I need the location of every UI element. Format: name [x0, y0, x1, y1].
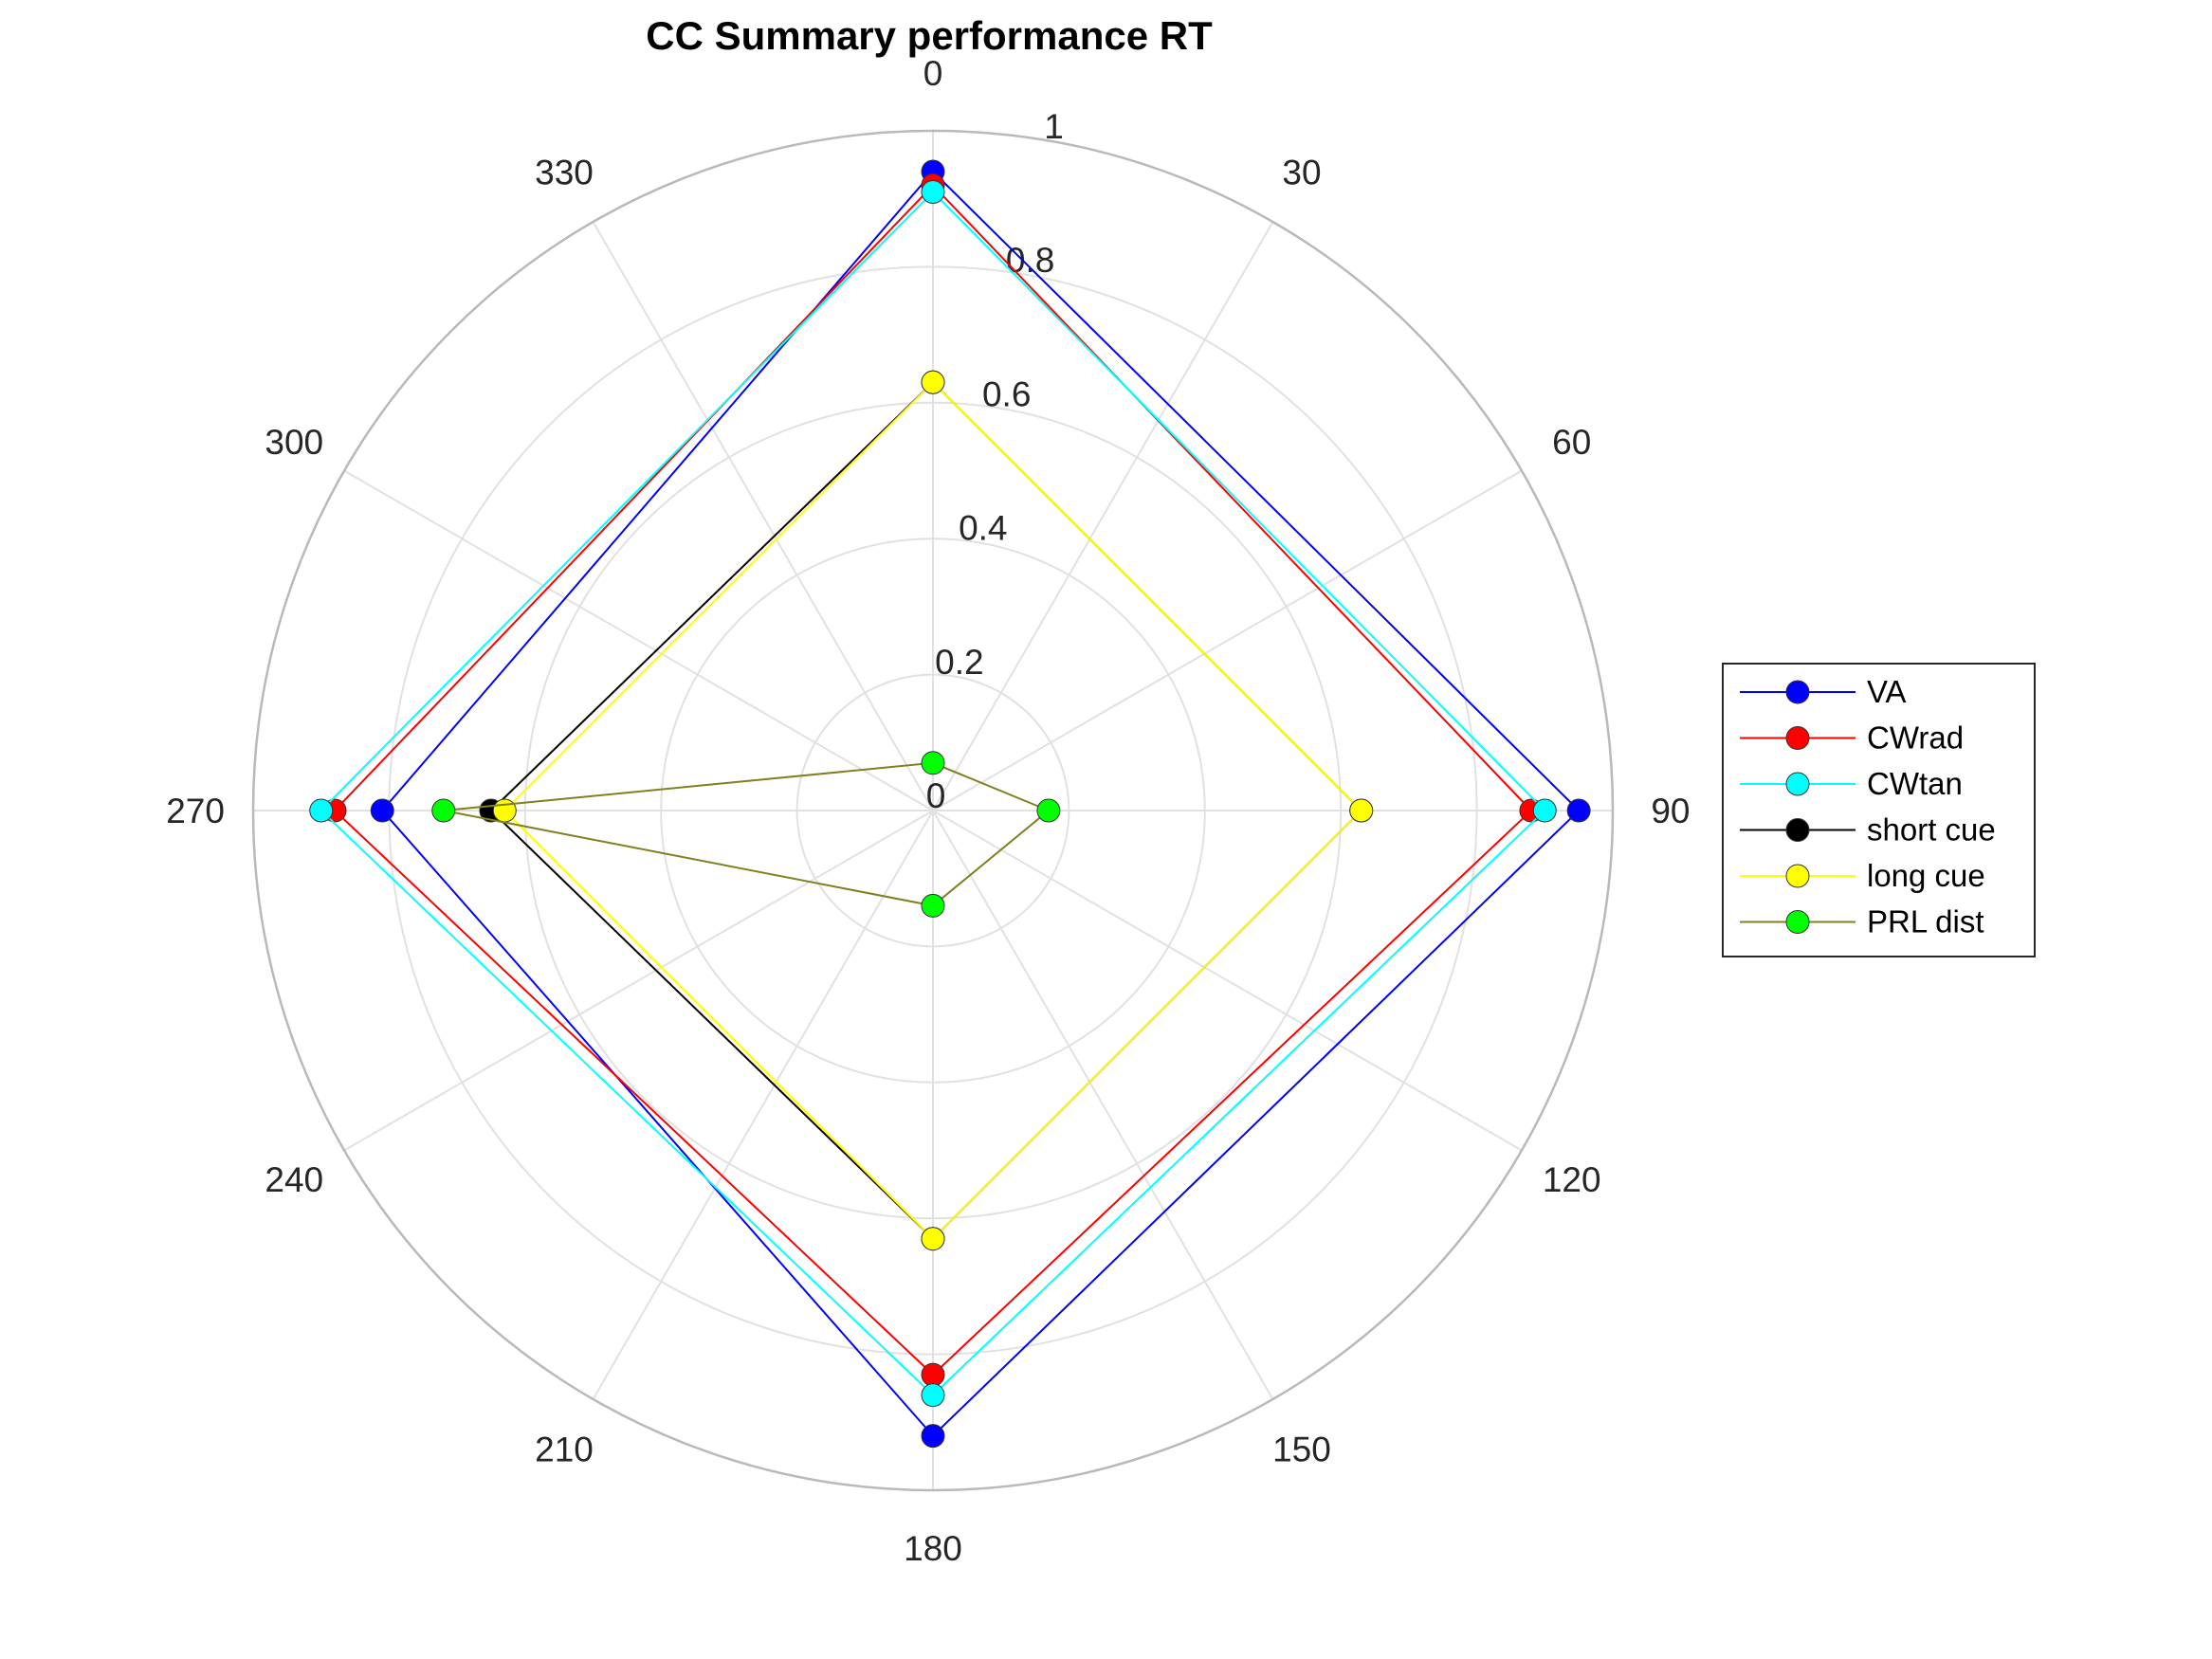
- outer-ring: [251, 129, 1615, 1492]
- data-point: [921, 1383, 945, 1408]
- data-point: [921, 751, 945, 775]
- legend-label: short cue: [1867, 812, 1996, 848]
- legend-marker: [1785, 910, 1810, 934]
- theta-tick-label: 180: [904, 1529, 962, 1568]
- data-point: [921, 893, 945, 918]
- data-point: [1532, 798, 1557, 823]
- theta-tick-label: 120: [1543, 1160, 1601, 1199]
- polar-grid: [251, 129, 1615, 1492]
- grid-ring: [795, 673, 1070, 948]
- legend-label: CWtan: [1867, 766, 1963, 801]
- radial-tick-labels: 00.20.40.60.81: [926, 107, 1064, 815]
- data-point: [1036, 798, 1061, 823]
- r-tick-label: 0.4: [959, 509, 1007, 548]
- data-point: [921, 1362, 945, 1387]
- r-tick-label: 0.6: [982, 374, 1031, 413]
- legend-label: CWrad: [1867, 720, 1964, 756]
- legend-marker: [1785, 680, 1810, 704]
- data-point: [309, 798, 334, 823]
- data-point: [1566, 798, 1591, 823]
- grid-spoke: [932, 221, 1274, 811]
- grid-spoke: [932, 810, 1523, 1152]
- grid-spoke: [343, 810, 934, 1152]
- legend-label: long cue: [1867, 858, 1985, 893]
- theta-tick-label: 330: [535, 153, 594, 191]
- theta-tick-label: 90: [1651, 792, 1690, 830]
- data-point: [492, 798, 517, 823]
- data-point: [431, 798, 456, 823]
- chart-title: CC Summary performance RT: [646, 13, 1213, 58]
- data-point: [370, 798, 394, 823]
- theta-tick-labels: 0 30 60 90 120 150 180 210 240 270 300 330: [166, 54, 1690, 1568]
- theta-tick-label: 240: [265, 1160, 323, 1199]
- grid-spoke: [592, 810, 934, 1400]
- theta-tick-label: 150: [1272, 1431, 1331, 1469]
- r-tick-label: 0: [926, 776, 946, 815]
- data-point: [921, 1424, 945, 1449]
- grid-ring: [660, 538, 1206, 1084]
- legend-marker: [1785, 772, 1810, 796]
- legend-box: [1722, 663, 2036, 957]
- legend-marker: [1785, 864, 1810, 888]
- legend-marker: [1785, 818, 1810, 842]
- r-tick-label: 0.2: [935, 643, 983, 682]
- series-line: [443, 761, 1051, 907]
- grid-spoke: [932, 810, 1274, 1400]
- data-point: [921, 1227, 945, 1251]
- grid-spoke: [592, 221, 934, 811]
- legend: VA CWrad CWtan short cue long cue PRL dist: [1722, 663, 2036, 957]
- theta-tick-label: 300: [265, 423, 323, 462]
- series-line: [380, 170, 1581, 1438]
- theta-tick-label: 0: [923, 54, 943, 93]
- grid-spoke: [343, 469, 934, 811]
- legend-marker: [1785, 726, 1810, 750]
- theta-tick-label: 210: [535, 1431, 594, 1469]
- grid-spoke: [932, 469, 1523, 811]
- theta-tick-label: 30: [1282, 153, 1321, 191]
- theta-tick-label: 270: [166, 792, 225, 830]
- data-point: [1349, 798, 1374, 823]
- legend-label: VA: [1867, 674, 1907, 709]
- data-series: [309, 159, 1591, 1449]
- r-tick-label: 1: [1044, 107, 1064, 146]
- data-point: [921, 370, 945, 394]
- legend-label: PRL dist: [1867, 904, 1984, 939]
- data-point: [921, 180, 945, 205]
- theta-tick-label: 60: [1552, 423, 1591, 462]
- grid-ring: [523, 401, 1343, 1220]
